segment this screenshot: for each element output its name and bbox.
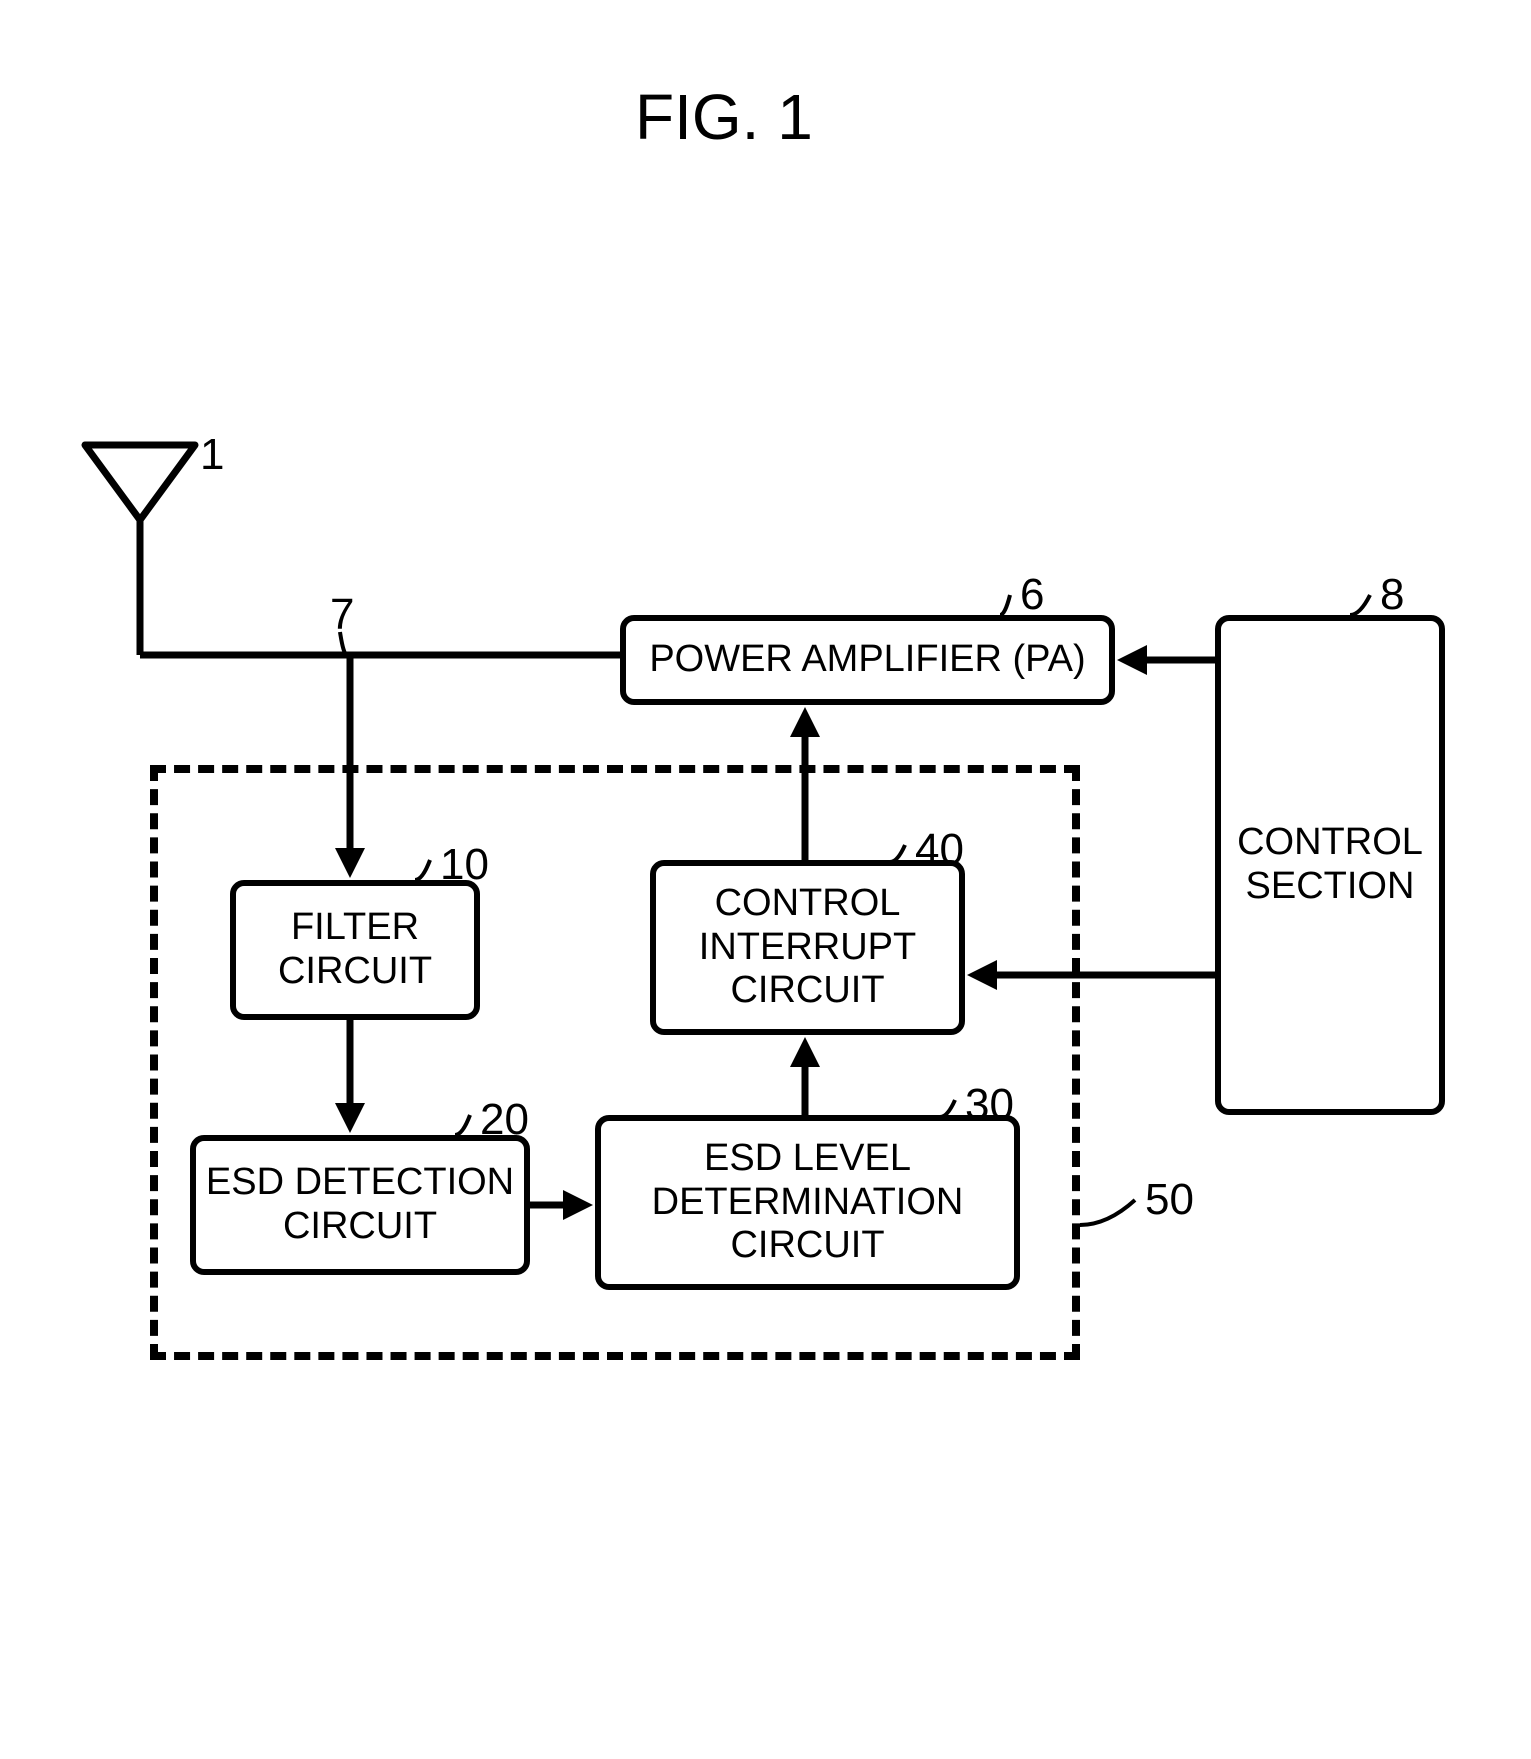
diagram-canvas: FIG. 1 POWER AMPLIFIER (PA) CONTROLSECTI… [0,0,1531,1759]
power-amplifier-block: POWER AMPLIFIER (PA) [620,615,1115,705]
control-section-block: CONTROLSECTION [1215,615,1445,1115]
ref-label-10: 10 [440,840,489,890]
control-section-label: CONTROLSECTION [1237,821,1423,908]
power-amplifier-label: POWER AMPLIFIER (PA) [649,638,1085,682]
ref-label-6: 6 [1020,570,1044,620]
figure-title: FIG. 1 [635,80,813,154]
ref-label-30: 30 [965,1080,1014,1130]
ref-label-20: 20 [480,1095,529,1145]
ref-label-7: 7 [330,590,354,640]
ref-label-50: 50 [1145,1175,1194,1225]
ref-label-8: 8 [1380,570,1404,620]
ref-label-40: 40 [915,825,964,875]
ref-label-1: 1 [200,430,224,480]
